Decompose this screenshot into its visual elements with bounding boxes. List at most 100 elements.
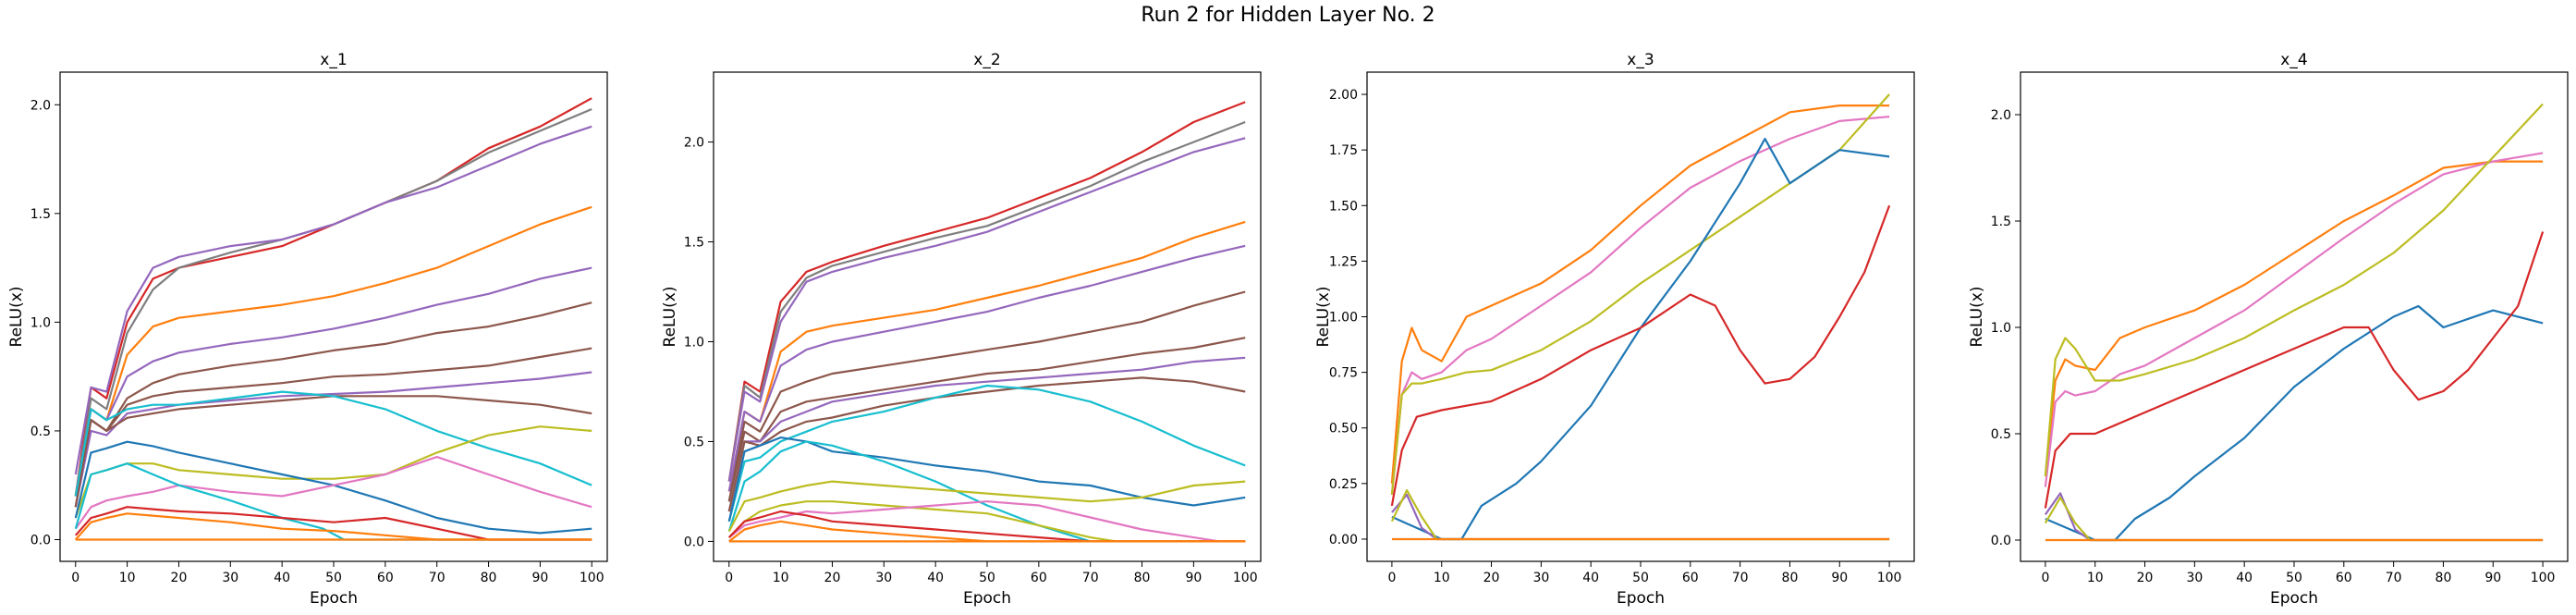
x-tick-label: 20 xyxy=(171,571,188,585)
figure-suptitle: Run 2 for Hidden Layer No. 2 xyxy=(1141,4,1435,27)
x-tick-label: 10 xyxy=(2087,571,2104,585)
series-line-2 xyxy=(727,120,1246,482)
series-line-2 xyxy=(74,107,592,497)
series-line-1 xyxy=(727,101,1246,482)
series-line-10 xyxy=(74,390,592,497)
series-line-6 xyxy=(727,290,1246,502)
x-tick-label: 20 xyxy=(824,571,841,585)
series-line-5 xyxy=(727,244,1246,492)
x-tick-label: 90 xyxy=(531,571,548,585)
series-line-1 xyxy=(1390,105,1890,484)
y-tick-label: 1.5 xyxy=(684,236,704,251)
y-tick-label: 1.25 xyxy=(1329,254,1358,269)
x-tick-label: 70 xyxy=(1732,571,1749,585)
series-line-3 xyxy=(1390,93,1890,496)
y-axis-label: ReLU(x) xyxy=(661,287,679,348)
x-tick-label: 10 xyxy=(119,571,136,585)
series-group xyxy=(74,97,592,541)
x-tick-label: 100 xyxy=(580,571,604,585)
series-line-12 xyxy=(74,440,592,535)
subplot-2: 0 10 20 30 40 50 60 70 80 90 100 0.0 0.5 1.0 1.5 2.0 x_2… xyxy=(661,51,1262,608)
series-line-1 xyxy=(74,97,592,497)
y-tick-label: 0.0 xyxy=(684,535,704,549)
series-line-2 xyxy=(1390,116,1890,496)
x-tick-label: 60 xyxy=(1031,571,1047,585)
x-axis-label: Epoch xyxy=(963,589,1011,608)
x-tick-label: 20 xyxy=(2137,571,2154,585)
x-tick-label: 80 xyxy=(1782,571,1799,585)
x-tick-label: 20 xyxy=(1483,571,1500,585)
series-line-1 xyxy=(2044,160,2544,477)
x-tick-label: 90 xyxy=(2484,571,2501,585)
axes-frame xyxy=(2020,71,2569,562)
subplot-title: x_1 xyxy=(320,51,347,69)
series-line-6 xyxy=(74,301,592,497)
y-axis-label: ReLU(x) xyxy=(1314,287,1333,348)
x-tick-label: 60 xyxy=(2336,571,2352,585)
x-tick-label: 0 xyxy=(71,571,79,585)
y-tick-label: 1.5 xyxy=(1991,215,2011,229)
y-tick-label: 2.0 xyxy=(31,98,51,113)
subplot-4: 0 10 20 30 40 50 60 70 80 90 100 0.0 0.5 1.0 1.5 2.0 x_4… xyxy=(1968,51,2569,608)
series-line-5 xyxy=(2044,231,2545,509)
x-tick-label: 60 xyxy=(1682,571,1699,585)
x-tick-label: 80 xyxy=(481,571,497,585)
series-group xyxy=(1390,93,1891,541)
subplot-1: 0 10 20 30 40 50 60 70 80 90 100 0.0 0.5 1.0 1.5 2.0 x_1… xyxy=(7,51,608,608)
subplot-title: x_3 xyxy=(1627,51,1654,69)
x-tick-label: 90 xyxy=(1831,571,1848,585)
x-tick-label: 80 xyxy=(2436,571,2452,585)
x-tick-label: 10 xyxy=(1434,571,1450,585)
y-tick-label: 0.5 xyxy=(684,435,704,449)
series-line-13 xyxy=(727,480,1246,533)
series-line-7 xyxy=(727,337,1246,502)
x-tick-label: 70 xyxy=(1082,571,1099,585)
x-tick-label: 50 xyxy=(979,571,995,585)
y-tick-label: 1.5 xyxy=(31,207,51,222)
y-tick-label: 1.0 xyxy=(1991,321,2011,336)
x-tick-label: 90 xyxy=(1185,571,1202,585)
subplot-title: x_2 xyxy=(973,51,1000,69)
series-line-16 xyxy=(728,510,1246,543)
series-line-13 xyxy=(74,456,592,530)
series-line-14 xyxy=(728,500,1246,543)
x-tick-label: 30 xyxy=(1532,571,1549,585)
x-tick-label: 40 xyxy=(1582,571,1599,585)
x-tick-label: 10 xyxy=(773,571,789,585)
x-tick-label: 100 xyxy=(2531,571,2556,585)
y-tick-label: 0.5 xyxy=(1991,427,2011,442)
x-tick-label: 100 xyxy=(1233,571,1258,585)
series-line-10 xyxy=(727,384,1246,523)
series-line-7 xyxy=(74,347,592,508)
subplot-3: 0 10 20 30 40 50 60 70 80 90 100 0.00 0.25 0.50 0.75 1.… xyxy=(1314,51,1915,608)
axes-frame xyxy=(59,71,608,562)
series-line-3 xyxy=(2044,103,2544,477)
x-tick-label: 30 xyxy=(2186,571,2203,585)
series-line-17 xyxy=(728,520,1246,543)
y-tick-label: 1.75 xyxy=(1329,143,1358,158)
axes-frame xyxy=(1366,71,1915,562)
y-tick-label: 0.0 xyxy=(1991,534,2011,548)
y-tick-label: 1.50 xyxy=(1329,199,1358,214)
subplot-title: x_4 xyxy=(2280,51,2307,69)
series-line-15 xyxy=(74,506,592,541)
y-tick-label: 0.25 xyxy=(1329,477,1358,492)
x-tick-label: 30 xyxy=(875,571,892,585)
series-line-3 xyxy=(74,125,592,475)
series-line-5 xyxy=(1390,204,1891,507)
x-tick-label: 40 xyxy=(2236,571,2252,585)
series-line-4 xyxy=(74,205,592,497)
x-tick-label: 50 xyxy=(325,571,342,585)
series-line-9 xyxy=(74,395,592,508)
x-tick-label: 70 xyxy=(429,571,446,585)
x-tick-label: 70 xyxy=(2386,571,2402,585)
x-tick-label: 50 xyxy=(2286,571,2302,585)
series-line-11 xyxy=(74,425,592,519)
y-tick-label: 2.0 xyxy=(684,136,704,151)
y-tick-label: 1.00 xyxy=(1329,311,1358,326)
series-group xyxy=(727,101,1246,543)
y-axis-label: ReLU(x) xyxy=(7,287,26,348)
series-line-4 xyxy=(1391,138,1890,541)
y-tick-label: 0.5 xyxy=(31,424,51,439)
